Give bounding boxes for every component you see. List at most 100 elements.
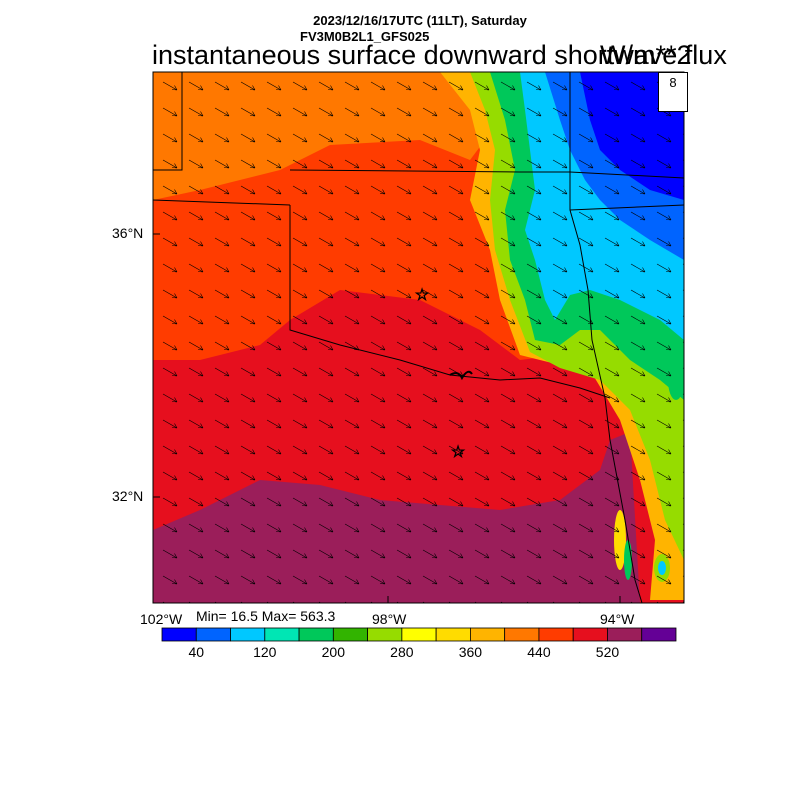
- wind-vector: [370, 471, 386, 481]
- wind-vector: [318, 549, 334, 559]
- wind-vector: [266, 419, 282, 429]
- wind-vector: [630, 575, 646, 585]
- wind-vector: [422, 497, 438, 507]
- wind-vector: [214, 133, 230, 143]
- wind-vector: [500, 471, 516, 481]
- wind-vector: [240, 393, 256, 403]
- model-name-title: FV3M0B2L1_GFS025: [300, 29, 430, 44]
- wind-vector: [448, 185, 464, 195]
- wind-vector: [292, 497, 308, 507]
- wind-vector: [422, 263, 438, 273]
- wind-vector: [526, 445, 542, 455]
- wind-vector: [578, 211, 594, 221]
- vector-reference-box: 8: [658, 72, 688, 112]
- wind-vector: [370, 133, 386, 143]
- wind-vector: [292, 445, 308, 455]
- wind-vector: [474, 471, 490, 481]
- wind-vector: [604, 575, 620, 585]
- wind-vector: [370, 393, 386, 403]
- wind-vector: [500, 263, 516, 273]
- wind-vector: [188, 289, 204, 299]
- field-title: instantaneous surface downward shortwave…: [152, 40, 727, 70]
- wind-vector: [370, 497, 386, 507]
- wind-vector: [630, 289, 646, 299]
- wind-vector: [318, 523, 334, 533]
- wind-vector: [604, 549, 620, 559]
- wind-vector: [292, 393, 308, 403]
- wind-vector: [630, 81, 646, 91]
- wind-vector: [240, 107, 256, 117]
- wind-vector: [422, 575, 438, 585]
- wind-vector: [630, 185, 646, 195]
- wind-vector: [682, 133, 684, 135]
- wind-vector: [474, 107, 490, 117]
- wind-vector: [188, 211, 204, 221]
- wind-vector: [578, 419, 594, 429]
- wind-vector: [370, 263, 386, 273]
- wind-vector: [474, 393, 490, 403]
- wind-vector: [630, 211, 646, 221]
- wind-vector: [162, 471, 178, 481]
- wind-vector: [370, 211, 386, 221]
- wind-vector: [448, 367, 464, 377]
- wind-vector: [240, 263, 256, 273]
- wind-vector: [214, 341, 230, 351]
- wind-vector: [656, 367, 672, 377]
- wind-vector: [344, 133, 360, 143]
- wind-vector: [578, 497, 594, 507]
- min-max-label: Min= 16.5 Max= 563.3: [196, 608, 336, 624]
- wind-vector: [188, 523, 204, 533]
- wind-vector: [682, 367, 684, 369]
- wind-vector: [318, 81, 334, 91]
- wind-vector: [656, 471, 672, 481]
- wind-vector: [266, 497, 282, 507]
- wind-vector: [552, 211, 568, 221]
- wind-vector: [318, 185, 334, 195]
- wind-vector: [396, 133, 412, 143]
- wind-vector: [188, 107, 204, 117]
- wind-vector: [344, 237, 360, 247]
- wind-vector: [370, 575, 386, 585]
- wind-vector: [292, 341, 308, 351]
- wind-vector: [266, 445, 282, 455]
- wind-vector: [604, 289, 620, 299]
- wind-vector: [162, 393, 178, 403]
- wind-vector: [422, 107, 438, 117]
- wind-vector: [396, 211, 412, 221]
- wind-vector: [292, 263, 308, 273]
- wind-vector: [630, 341, 646, 351]
- wind-vector: [162, 497, 178, 507]
- wind-vector: [344, 185, 360, 195]
- wind-vector: [292, 367, 308, 377]
- wind-vector: [552, 471, 568, 481]
- map-frame: [152, 71, 685, 604]
- wind-vector: [422, 549, 438, 559]
- wind-vector: [214, 471, 230, 481]
- wind-vector: [526, 159, 542, 169]
- wind-vector: [396, 523, 412, 533]
- wind-vector: [630, 419, 646, 429]
- wind-vector: [448, 159, 464, 169]
- wind-vector: [500, 445, 516, 455]
- wind-vector: [240, 523, 256, 533]
- wind-vector: [474, 159, 490, 169]
- wind-vector: [266, 185, 282, 195]
- wind-vector: [396, 237, 412, 247]
- wind-vector: [266, 289, 282, 299]
- wind-vector: [318, 107, 334, 117]
- wind-vector: [448, 263, 464, 273]
- wind-vector: [214, 237, 230, 247]
- wind-vector: [318, 575, 334, 585]
- wind-vector: [448, 133, 464, 143]
- wind-vector: [682, 211, 684, 213]
- wind-vector: [344, 289, 360, 299]
- wind-vector: [292, 315, 308, 325]
- wind-vector: [656, 419, 672, 429]
- wind-vector: [552, 133, 568, 143]
- wind-vector: [604, 263, 620, 273]
- wind-vector: [318, 367, 334, 377]
- wind-vector: [266, 81, 282, 91]
- wind-vector: [578, 237, 594, 247]
- wind-vector: [318, 341, 334, 351]
